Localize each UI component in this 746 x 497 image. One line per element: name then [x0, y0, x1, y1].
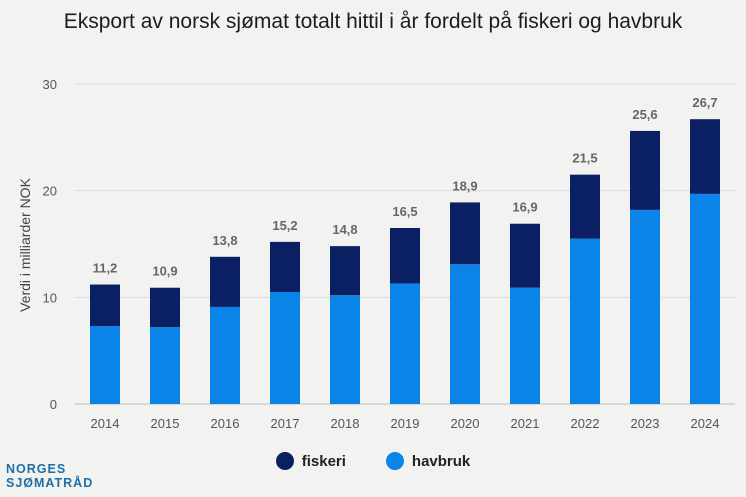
bar-fiskeri-2016[interactable] — [210, 256, 240, 307]
legend-marker-fiskeri — [275, 452, 294, 470]
logo-line-2: SJØMATRÅD — [6, 476, 94, 490]
y-tick-labels: 0 10 20 30 — [43, 77, 57, 412]
x-tick-label-2023: 2023 — [631, 416, 660, 431]
x-tick-label-2018: 2018 — [331, 416, 360, 431]
x-tick-label-2021: 2021 — [511, 416, 540, 431]
bar-fiskeri-2015[interactable] — [150, 287, 180, 328]
bar-fiskeri-2022[interactable] — [570, 174, 600, 239]
total-label-2024: 26,7 — [692, 95, 717, 110]
y-tick-label: 20 — [43, 184, 57, 199]
bar-havbruk-2023[interactable] — [630, 209, 660, 404]
total-label-2014: 11,2 — [93, 261, 118, 276]
y-tick-label: 10 — [43, 290, 57, 305]
x-tick-label-2015: 2015 — [151, 416, 180, 431]
bar-fiskeri-2020[interactable] — [450, 202, 480, 265]
total-label-2017: 15,2 — [272, 218, 297, 233]
total-label-2023: 25,6 — [632, 107, 657, 122]
bar-fiskeri-2019[interactable] — [390, 228, 420, 284]
y-tick-label: 30 — [43, 77, 57, 92]
bar-havbruk-2021[interactable] — [510, 287, 540, 404]
bar-havbruk-2016[interactable] — [210, 306, 240, 404]
legend-marker-havbruk — [385, 452, 404, 470]
bar-fiskeri-2014[interactable] — [90, 284, 120, 327]
bar-havbruk-2014[interactable] — [90, 326, 120, 404]
bar-havbruk-2015[interactable] — [150, 327, 180, 404]
norges-sjomatrad-logo: NORGES SJØMATRÅD — [6, 462, 93, 490]
x-tick-label-2022: 2022 — [571, 416, 600, 431]
chart-title: Eksport av norsk sjømat totalt hittil i … — [63, 10, 683, 33]
bar-fiskeri-2023[interactable] — [630, 130, 660, 210]
x-tick-label-2016: 2016 — [211, 416, 240, 431]
x-tick-label-2024: 2024 — [691, 416, 720, 431]
bar-fiskeri-2021[interactable] — [510, 223, 540, 288]
legend-label-fiskeri: fiskeri — [301, 452, 346, 470]
bar-havbruk-2019[interactable] — [390, 283, 420, 404]
total-label-2016: 13,8 — [212, 233, 237, 248]
legend-label-havbruk: havbruk — [411, 452, 471, 470]
x-tick-label-2014: 2014 — [91, 416, 120, 431]
y-axis-label: Verdi i milliarder NOK — [17, 177, 33, 311]
total-labels: 11,2 10,9 13,8 15,2 14,8 16,5 18,9 16,9 21,5 25,6… — [93, 95, 718, 279]
bar-havbruk-2024[interactable] — [690, 193, 720, 404]
total-label-2022: 21,5 — [572, 151, 597, 166]
total-label-2021: 16,9 — [512, 200, 537, 215]
total-label-2019: 16,5 — [392, 204, 417, 219]
x-tick-labels: 2014 2015 2016 2017 2018 2019 2020 2021 2022 2023… — [91, 416, 720, 431]
bar-fiskeri-2018[interactable] — [330, 246, 360, 296]
bar-fiskeri-2024[interactable] — [690, 119, 720, 194]
x-tick-label-2017: 2017 — [271, 416, 300, 431]
x-tick-label-2019: 2019 — [391, 416, 420, 431]
legend: fiskeri havbruk — [0, 452, 746, 470]
total-label-2015: 10,9 — [152, 264, 177, 279]
total-label-2018: 14,8 — [332, 222, 357, 237]
legend-item-havbruk[interactable]: havbruk — [385, 452, 471, 470]
logo-line-1: NORGES — [6, 462, 67, 476]
total-label-2020: 18,9 — [452, 178, 477, 193]
bar-havbruk-2020[interactable] — [450, 264, 480, 404]
bar-fiskeri-2017[interactable] — [270, 241, 300, 292]
legend-item-fiskeri[interactable]: fiskeri — [275, 452, 346, 470]
bar-havbruk-2017[interactable] — [270, 292, 300, 404]
bars — [90, 119, 720, 404]
bar-havbruk-2018[interactable] — [330, 295, 360, 404]
bar-havbruk-2022[interactable] — [570, 238, 600, 404]
y-tick-label: 0 — [50, 397, 57, 412]
x-tick-label-2020: 2020 — [451, 416, 480, 431]
